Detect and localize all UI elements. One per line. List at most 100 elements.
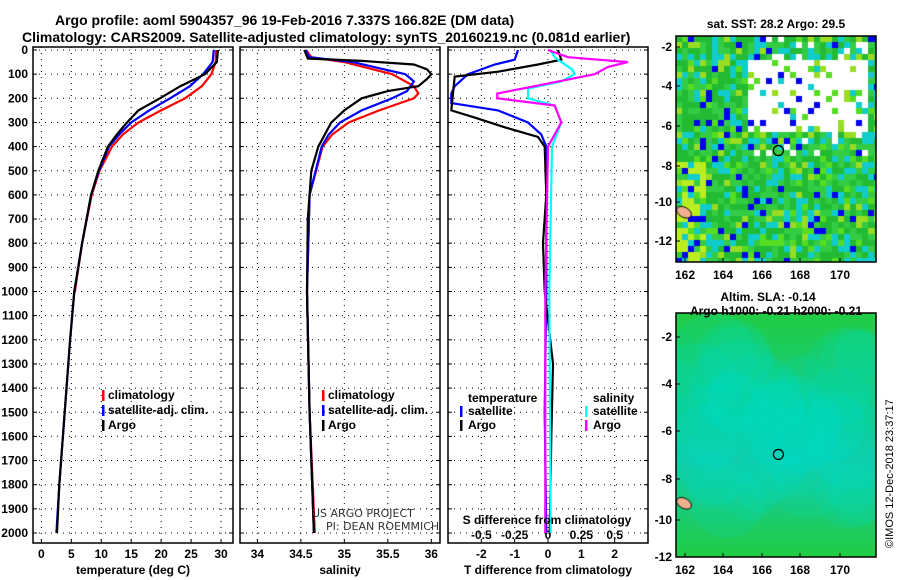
lat-tick-label: -6 [661,119,672,133]
legend-swatch [322,390,325,401]
legend-label: satellite-adj. clim. [108,403,208,417]
y-tick-label: 1300 [1,357,28,371]
y-tick-label: 100 [8,67,28,81]
chart-title: Argo profile: aoml 5904357_96 19-Feb-201… [55,12,514,28]
y-tick-label: 1100 [2,309,28,323]
lon-tick-label: 170 [830,563,850,577]
lat-tick-label: -10 [655,513,673,527]
lat-tick-label: -6 [661,424,672,438]
legend-title-salinity: salinity [593,391,635,405]
legend-swatch [102,420,105,431]
s-tick-label: -0.5 [471,528,492,542]
series-salinity-satellite [526,49,577,534]
legend-label: satellite-adj. clim. [328,403,428,417]
lat-tick-label: -10 [655,195,673,209]
x-tick-label: 34 [251,547,265,561]
lon-tick-label: 162 [675,268,695,282]
series-argo [55,49,220,534]
legend-title-temperature: temperature [468,391,538,405]
plot-frame [32,46,234,544]
y-tick-label: 1600 [1,429,28,443]
legend-label: Argo [108,418,136,432]
y-tick-label: 600 [8,188,28,202]
x-tick-label: 34.5 [289,547,313,561]
x-tick-label: 35 [338,547,352,561]
legend-label: climatology [108,388,175,402]
lon-tick-label: 164 [713,268,733,282]
series-satellite-adj-clim- [304,49,416,534]
map-frame [675,312,877,558]
footer-timestamp: ©IMOS 12-Dec-2018 23:37:17 [884,399,896,548]
y-tick-label: 1500 [1,405,28,419]
y-tick-label: 300 [8,115,28,129]
float-location-marker [772,144,785,157]
sst-map [676,36,876,262]
map2-subtitle: Argo h1000: -0.21 h2000: -0.21 [690,304,862,318]
s-tick-label: 0 [545,528,552,542]
series-argo [303,49,433,534]
x-axis-label-temperature: temperature (deg C) [76,563,190,577]
lon-tick-label: 168 [790,268,810,282]
legend-label: climatology [328,388,395,402]
y-tick-label: 500 [8,164,28,178]
credit-project: US ARGO PROJECT [312,507,414,520]
y-tick-label: 1900 [1,502,28,516]
x-tick-label: 30 [214,547,228,561]
s-tick-label: -0.25 [501,528,529,542]
x-tick-label: 2 [611,547,618,561]
lat-tick-label: -2 [661,40,672,54]
x-axis-label-salinity: salinity [319,563,361,577]
x-tick-label: -2 [476,547,487,561]
float-location-marker [772,448,785,461]
x-axis-label-sdiff: S difference from climatology [463,513,632,527]
series-climatology [305,49,420,534]
y-tick-label: 1800 [1,478,28,492]
legend-label: Argo [328,418,356,432]
y-tick-label: 700 [8,212,28,226]
sla-map [676,313,876,557]
x-tick-label: 0 [38,547,45,561]
legend-swatch [322,405,325,416]
x-tick-label: 15 [125,547,139,561]
lon-tick-label: 162 [675,563,695,577]
x-tick-label: 25 [184,547,198,561]
y-tick-label: 2000 [1,526,28,540]
lat-tick-label: -4 [661,79,672,93]
lon-tick-label: 164 [713,563,733,577]
lat-tick-label: -4 [661,377,672,391]
y-tick-label: 1200 [1,333,28,347]
x-tick-label: 1 [578,547,585,561]
lat-tick-label: -8 [661,472,672,486]
y-tick-label: 1000 [1,285,28,299]
legend-swatch [585,420,588,431]
plot-frame [239,46,441,544]
y-tick-label: 800 [8,236,28,250]
legend-swatch [585,406,588,417]
x-tick-label: 35.5 [376,547,400,561]
map1-title: sat. SST: 28.2 Argo: 29.5 [707,17,846,31]
panel-3: -2 -1 0 1 2 -0.5 -0.25 0 0.25 0.5 temperature salin… [447,46,649,561]
legend-swatch [102,390,105,401]
lat-tick-label: -12 [655,550,673,564]
y-tick-label: 400 [8,140,28,154]
panel-1: 0 5 10 15 20 25 300100200300400500600700800900… [1,43,234,561]
lon-tick-label: 166 [752,268,772,282]
y-tick-label: 900 [8,260,28,274]
x-axis-label-tdiff: T difference from climatology [464,563,632,577]
legend-swatch [460,420,463,431]
legend-label: satellite [468,404,513,418]
y-tick-label: 1700 [1,454,28,468]
s-tick-label: 0.25 [570,528,594,542]
plot-frame [447,46,649,544]
series-salinity-argo [496,48,629,533]
lat-tick-label: -12 [655,234,673,248]
x-tick-label: 0 [545,547,552,561]
map2-title: Altim. SLA: -0.14 [720,290,816,304]
lon-tick-label: 166 [752,563,772,577]
x-tick-label: 10 [95,547,109,561]
panel-2: 34 34.5 35 35.5 36 climatologysatellite-adj. … [239,46,441,561]
map-frame [675,35,877,263]
lon-tick-label: 168 [790,563,810,577]
legend-label: Argo [468,418,496,432]
